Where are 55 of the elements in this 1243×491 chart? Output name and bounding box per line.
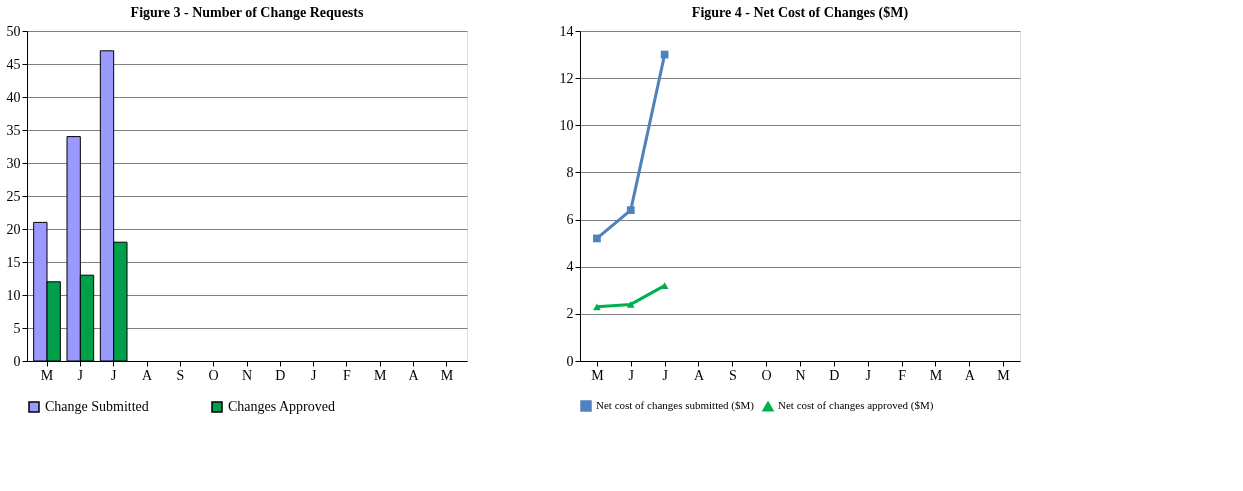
x-tick-label: M <box>591 367 605 383</box>
x-tick-label: J <box>77 367 84 383</box>
x-tick-label: F <box>343 367 352 383</box>
legend-label: Net cost of changes submitted ($M) <box>596 399 755 412</box>
y-tick-label: 45 <box>6 56 21 72</box>
x-tick-label: F <box>898 367 907 383</box>
y-tick-label: 4 <box>566 259 574 275</box>
y-tick-label: 6 <box>566 212 574 228</box>
y-tick-label: 10 <box>6 287 21 303</box>
y-tick-label: 14 <box>559 23 574 39</box>
x-tick-label: A <box>964 367 976 383</box>
legend-label: Net cost of changes approved ($M) <box>778 399 934 413</box>
x-tick-label: M <box>40 367 54 383</box>
y-tick-label: 0 <box>566 353 574 369</box>
chart-title: Figure 4 - Net Cost of Changes ($M) <box>691 5 909 21</box>
x-tick-label: O <box>761 367 772 383</box>
x-tick-label: M <box>929 367 943 383</box>
x-tick-label: M <box>374 367 388 383</box>
point <box>626 206 635 215</box>
x-tick-label: O <box>208 367 219 383</box>
x-tick-label: N <box>795 367 806 383</box>
y-tick-label: 12 <box>559 70 574 86</box>
x-tick-label: N <box>241 367 253 383</box>
x-tick-label: J <box>662 367 669 383</box>
y-tick-label: 8 <box>566 164 574 180</box>
legend-label: Changes Approved <box>228 399 335 414</box>
y-tick-label: 0 <box>13 353 21 369</box>
x-tick-label: S <box>176 367 185 383</box>
y-tick-label: 15 <box>6 254 21 270</box>
chart-title: Figure 3 - Number of Change Requests <box>130 5 364 20</box>
x-tick-label: M <box>997 367 1011 383</box>
y-tick-label: 50 <box>6 23 21 39</box>
y-tick-label: 2 <box>566 306 574 322</box>
x-tick-label: A <box>141 367 153 383</box>
point <box>626 301 635 308</box>
x-tick-label: J <box>310 367 317 383</box>
y-tick-label: 10 <box>559 117 574 133</box>
x-tick-label: A <box>693 367 705 383</box>
x-tick-label: D <box>275 367 286 383</box>
y-tick-label: 40 <box>6 89 21 105</box>
x-tick-label: J <box>110 367 117 383</box>
y-tick-label: 20 <box>6 221 21 237</box>
x-tick-label: J <box>865 367 872 383</box>
x-tick-label: A <box>408 367 420 383</box>
point <box>593 234 601 243</box>
y-tick-label: 30 <box>6 155 21 171</box>
y-tick-label: 25 <box>6 188 21 204</box>
x-tick-label: S <box>728 367 737 383</box>
legend-label: Change Submitted <box>45 399 149 414</box>
y-tick-label: 35 <box>6 122 21 138</box>
x-tick-label: J <box>628 367 635 383</box>
x-tick-label: M <box>440 367 454 383</box>
x-tick-label: D <box>829 367 840 383</box>
y-tick-label: 5 <box>13 320 21 336</box>
point <box>593 303 601 311</box>
